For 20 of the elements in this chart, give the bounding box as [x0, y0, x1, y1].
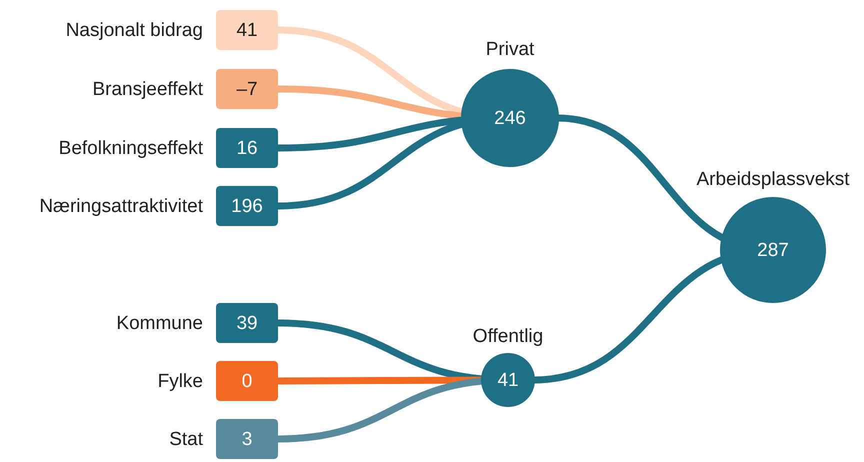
- data-label: 41: [236, 20, 258, 42]
- category-label: Befolkningseffekt: [58, 138, 204, 160]
- category-label: Privat: [486, 39, 535, 60]
- data-label: 0: [242, 371, 252, 392]
- category-label: Fylke: [158, 371, 203, 392]
- data-label: 3: [242, 429, 252, 450]
- data-label: 39: [236, 313, 258, 334]
- data-label: 16: [236, 138, 258, 160]
- data-label: 196: [231, 196, 263, 218]
- data-label: –7: [236, 79, 258, 100]
- category-label: Offentlig: [472, 326, 544, 348]
- data-label: 41: [497, 370, 519, 392]
- data-label: 246: [494, 108, 526, 130]
- category-label: Arbeidsplassvekst: [696, 169, 850, 190]
- category-label: Nasjonalt bidrag: [66, 20, 203, 42]
- category-label: Bransjeeffekt: [92, 79, 204, 100]
- category-label: Kommune: [116, 313, 203, 334]
- data-label: 287: [757, 240, 789, 262]
- category-label: Næringsattraktivitet: [39, 196, 204, 218]
- category-label: Stat: [169, 429, 204, 450]
